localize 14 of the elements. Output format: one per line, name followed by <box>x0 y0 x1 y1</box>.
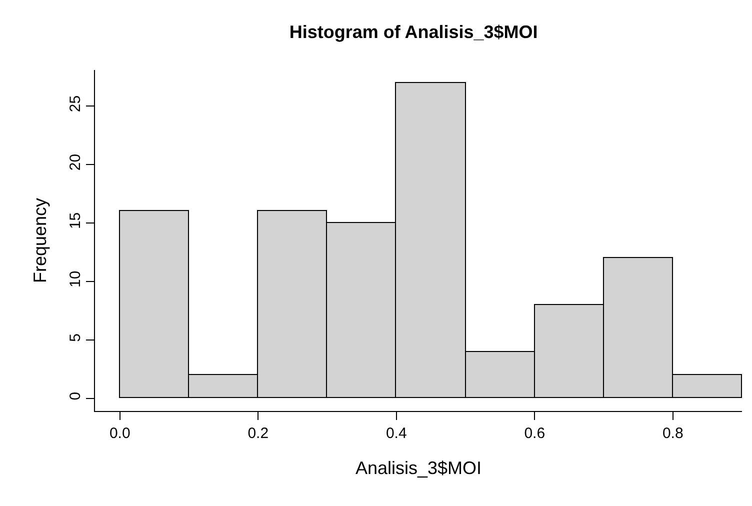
y-tick-label: 25 <box>67 95 84 112</box>
y-tick-label: 5 <box>67 333 84 342</box>
x-tick-label: 0.2 <box>248 425 269 442</box>
x-tick-label: 0.0 <box>109 425 130 442</box>
x-tick-label: 0.8 <box>662 425 684 442</box>
y-tick-label: 0 <box>67 392 84 400</box>
x-axis-title: Analisis_3$MOI <box>355 458 482 478</box>
x-tick-label: 0.4 <box>386 425 407 442</box>
y-tick-label: 10 <box>67 270 84 288</box>
y-axis-title: Frequency <box>30 198 50 284</box>
x-tick-label: 0.6 <box>524 425 546 442</box>
y-tick-label: 15 <box>67 212 84 230</box>
y-tick-label: 20 <box>67 154 84 171</box>
chart-title: Histogram of Analisis_3$MOI <box>289 22 538 42</box>
